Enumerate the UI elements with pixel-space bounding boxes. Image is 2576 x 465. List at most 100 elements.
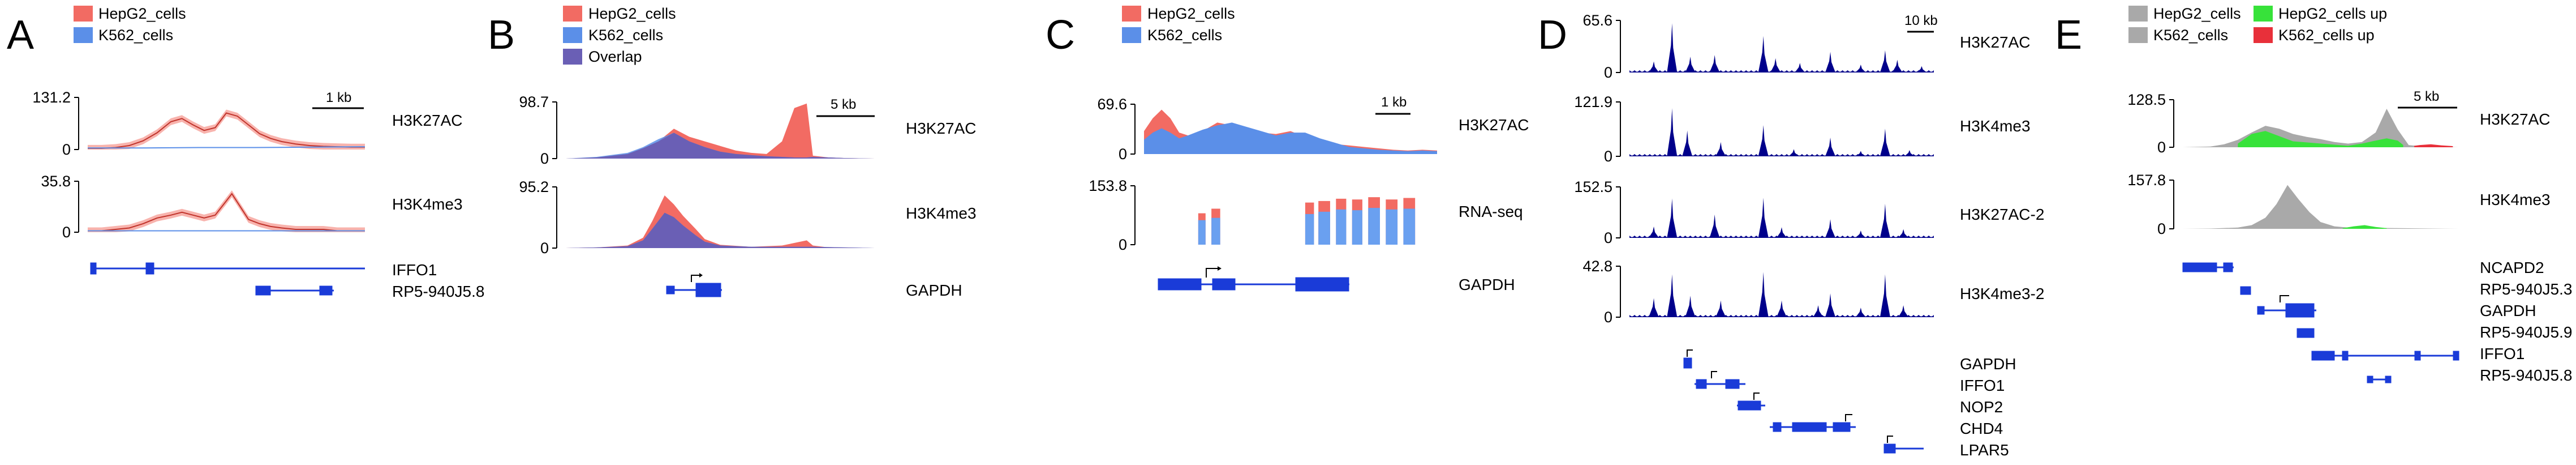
gene-label: LPAR5 [1960,441,2009,459]
legend-swatch-k562-grey [2128,27,2148,43]
signal-peak [1777,300,1787,317]
signal-peak [1758,272,1769,317]
signal-peak [1892,59,1903,72]
gene-model-e-rp5-940j5-9 [2297,328,2315,338]
signal-peak [1685,56,1696,72]
signal-peak [1825,293,1836,317]
signal-peak [1715,142,1726,156]
y-tick-label: 131.2 [32,89,71,106]
y-tick-label: 153.8 [1089,177,1127,194]
gene-label: RP5-940J5.3 [2480,280,2572,298]
legend-label-k562: K562_cells [588,27,663,44]
track-label-h3k27ac: H3K27AC [2480,110,2551,128]
y-tick-label: 0 [1119,146,1127,163]
track-label-h3k27ac: H3K27AC [1960,33,2031,51]
rna-bar-k562 [1386,209,1398,245]
rna-bar-k562 [1336,209,1347,245]
signal-peak [1825,52,1836,72]
scale-bar-label: 5 kb [2414,89,2439,104]
track-label-h3k27ac: H3K27AC [392,112,463,129]
panel-letter-e: E [2055,12,2082,58]
legend-swatch-hepg2-grey [2128,6,2148,22]
y-tick-label: 0 [2157,139,2166,156]
signal-peak [1880,203,1890,238]
legend-swatch-k562 [1122,27,1141,43]
y-tick-label: 0 [540,150,549,167]
track-label-h3k27ac: H3K27AC [906,120,977,137]
signal-peak [1898,305,1909,317]
y-tick-label: 42.8 [1582,258,1612,275]
y-tick-label: 0 [62,141,71,158]
rna-bar-k562 [1352,210,1362,245]
y-tick-label: 157.8 [2127,172,2166,189]
signal-peak [1758,198,1769,238]
gene-label: IFFO1 [1960,377,2005,394]
signal-peak [1795,63,1805,72]
legend-label-hepg2: HepG2_cells [2153,5,2241,22]
legend-swatch-k562-up [2254,27,2273,43]
signal-peak [1770,58,1781,72]
signal-peak [1788,149,1799,156]
confidence-band [88,190,365,232]
gene-model-gapdh [1158,266,1349,292]
legend-label-k562: K562_cells [2153,27,2228,44]
scale-bar-label: 1 kb [1381,95,1407,110]
tracks-layer: 131.2 0 35.8 0 98.7 0 95.2 0 69.6 0 153.8 0 65.6 0 121… [32,12,2458,326]
series-line-hepg2 [88,112,365,149]
y-tick-label: 0 [1604,229,1612,246]
panel-letter-c: C [1046,12,1075,58]
signal-peak [1855,64,1866,72]
series-line-hepg2 [88,193,365,232]
rna-bar-k562 [1368,208,1380,245]
rna-bar-k562 [1305,214,1314,245]
signal-peak [1709,214,1720,238]
series-line-k562 [88,146,365,149]
y-tick-label: 0 [1119,236,1127,253]
signal-peak [1667,23,1678,72]
rna-bar-k562 [1198,220,1206,245]
legend-label-hepg2: HepG2_cells [1147,5,1235,22]
track-label-h3k4me3: H3K4me3 [2480,191,2551,208]
y-tick-label: 0 [1604,64,1612,81]
track-label-h3k27ac-2: H3K27AC-2 [1960,206,2044,223]
series-area-hepg2 [566,103,875,159]
y-tick-label: 0 [1604,148,1612,165]
gene-model-rp5-940j5-8 [255,285,334,296]
legend-swatch-hepg2 [1122,6,1141,22]
gene-model-e-rp5-940j5-3 [2240,286,2251,295]
legend-label-hepg2: HepG2_cells [98,5,186,22]
scale-bar-label: 1 kb [326,90,351,105]
legend-label-hepg2: HepG2_cells [588,5,676,22]
signal-peak [1813,305,1824,317]
y-tick-label: 0 [1604,309,1612,326]
signal-peak [1777,227,1787,238]
signal-peak [1825,137,1836,156]
gene-label: IFFO1 [2480,345,2525,362]
signal-peak [1667,198,1678,238]
legend-label-k562-up: K562_cells up [2278,27,2375,44]
legend-swatch-k562 [563,27,582,43]
signal-peak [1685,296,1696,317]
track-label-h3k4me3: H3K4me3 [392,195,463,213]
series-area-k562 [1144,122,1437,154]
series-area-red [2414,144,2453,147]
signal-peak [1709,55,1720,72]
gene-label: CHD4 [1960,420,2003,437]
series-area-hepg2 [566,195,875,248]
signal-peak [1898,229,1909,238]
legend-label-overlap: Overlap [588,48,642,65]
gene-model-e-rp5-940j5-8 [2367,376,2392,383]
legend-label-k562: K562_cells [1147,27,1222,44]
gene-label: NCAPD2 [2480,259,2544,276]
signal-peak [1855,308,1866,317]
series-area-grey [2183,109,2458,147]
signal-peak [1904,150,1915,156]
signal-peak [1649,298,1659,317]
gene-model-d-nop2 [1737,393,1765,411]
legend-label-k562: K562_cells [98,27,173,44]
scale-bar-label: 5 kb [831,97,856,112]
track-label-h3k4me3-2: H3K4me3-2 [1960,285,2044,302]
legend-swatch-hepg2 [74,6,93,22]
legend-swatch-overlap [563,49,582,65]
